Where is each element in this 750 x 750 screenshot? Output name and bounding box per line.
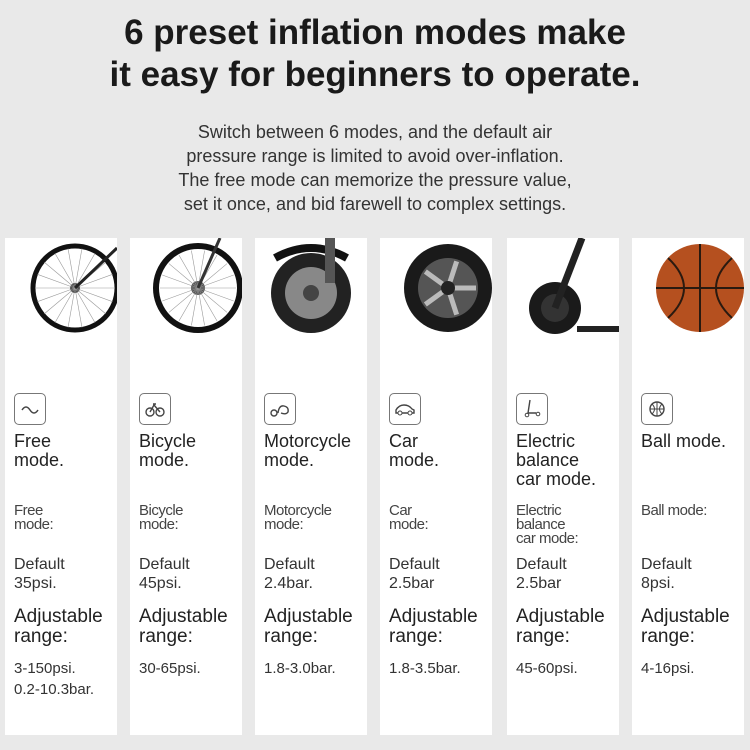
mode-label: Ball mode: bbox=[641, 502, 707, 519]
default-pressure: Default 2.5bar bbox=[516, 556, 567, 592]
mode-card: Ball mode. Ball mode: Default 8psi. Adju… bbox=[632, 238, 744, 735]
default-pressure: Default 45psi. bbox=[139, 556, 190, 592]
headline: 6 preset inflation modes make it easy fo… bbox=[109, 13, 641, 94]
mode-card: Electric balance car mode. Electric bala… bbox=[507, 238, 619, 735]
mode-photo bbox=[529, 238, 619, 334]
mode-name: Motorcycle mode. bbox=[264, 431, 352, 470]
scooter-icon bbox=[516, 393, 548, 425]
mode-name: Ball mode. bbox=[641, 431, 727, 451]
wave-icon bbox=[14, 393, 46, 425]
adjustable-label: Adjustable range: bbox=[139, 606, 228, 647]
mode-card: Motorcycle mode. Motorcycle mode: Defaul… bbox=[255, 238, 367, 735]
adjustable-range: 4-16psi. bbox=[641, 660, 695, 677]
mode-label: Free mode: bbox=[14, 502, 54, 533]
default-pressure: Default 2.4bar. bbox=[264, 556, 315, 592]
car-icon bbox=[389, 393, 421, 425]
ball-icon bbox=[641, 393, 673, 425]
mode-photo bbox=[404, 244, 492, 332]
adjustable-label: Adjustable range: bbox=[264, 606, 353, 647]
mode-label: Motorcycle mode: bbox=[264, 502, 332, 533]
mode-photo bbox=[656, 244, 744, 332]
default-pressure: Default 8psi. bbox=[641, 556, 692, 592]
mode-photo bbox=[271, 238, 351, 333]
adjustable-label: Adjustable range: bbox=[389, 606, 478, 647]
adjustable-label: Adjustable range: bbox=[641, 606, 730, 647]
adjustable-range: 45-60psi. bbox=[516, 660, 578, 677]
adjustable-range: 30-65psi. bbox=[139, 660, 201, 677]
default-pressure: Default 35psi. bbox=[14, 556, 65, 592]
adjustable-label: Adjustable range: bbox=[14, 606, 103, 647]
mode-card: Bicycle mode. Bicycle mode: Default 45ps… bbox=[130, 238, 242, 735]
adjustable-label: Adjustable range: bbox=[516, 606, 605, 647]
default-pressure: Default 2.5bar bbox=[389, 556, 440, 592]
mode-name: Bicycle mode. bbox=[139, 431, 197, 470]
mode-label: Electric balance car mode: bbox=[516, 502, 579, 547]
adjustable-range: 1.8-3.5bar. bbox=[389, 660, 461, 677]
mode-photo bbox=[153, 238, 242, 333]
motorcycle-icon bbox=[264, 393, 296, 425]
bicycle-icon bbox=[139, 393, 171, 425]
mode-name: Electric balance car mode. bbox=[516, 431, 597, 489]
mode-name: Free mode. bbox=[14, 431, 65, 470]
description: Switch between 6 modes, and the default … bbox=[178, 122, 572, 214]
adjustable-range: 1.8-3.0bar. bbox=[264, 660, 336, 677]
adjustable-range: 3-150psi. 0.2-10.3bar. bbox=[14, 660, 95, 698]
mode-card: Car mode. Car mode: Default 2.5bar Adjus… bbox=[380, 238, 492, 735]
mode-name: Car mode. bbox=[389, 431, 440, 470]
mode-label: Car mode: bbox=[389, 502, 429, 533]
mode-label: Bicycle mode: bbox=[139, 502, 184, 533]
mode-photo bbox=[30, 243, 117, 333]
mode-card: Free mode. Free mode: Default 35psi. Adj… bbox=[5, 238, 117, 735]
